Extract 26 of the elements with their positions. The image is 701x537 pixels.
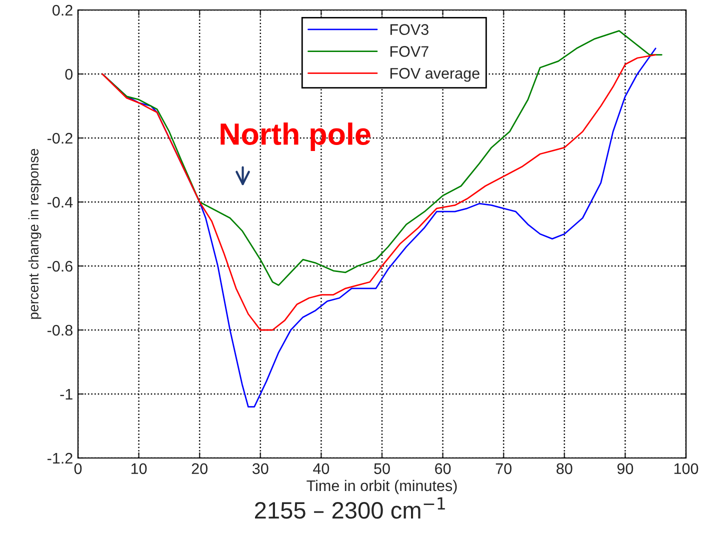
x-tick-label: 10 xyxy=(131,463,147,474)
legend-label: FOV average xyxy=(390,68,480,82)
y-tick-label: -0.4 xyxy=(47,196,73,208)
x-tick-label: 60 xyxy=(435,463,451,474)
legend-label: FOV7 xyxy=(390,46,428,57)
x-tick-label: 20 xyxy=(192,463,208,474)
x-tick-label: 0 xyxy=(74,463,82,474)
x-tick-label: 90 xyxy=(617,463,634,474)
x-tick-label: 50 xyxy=(374,463,390,474)
y-axis-title: percent change in response xyxy=(28,148,42,319)
legend-label: FOV3 xyxy=(390,24,428,35)
x-tick-label: 80 xyxy=(556,463,572,474)
x-tick-label: 70 xyxy=(496,463,512,474)
y-tick-label: -0.8 xyxy=(47,324,72,336)
x-axis-title: Time in orbit (minutes) xyxy=(306,480,457,494)
x-tick-label: 40 xyxy=(313,463,330,474)
y-tick-label: -1.2 xyxy=(47,452,72,464)
y-tick-label: 0.2 xyxy=(52,4,72,16)
y-tick-label: 0 xyxy=(65,68,73,80)
x-tick-label: 100 xyxy=(674,463,698,474)
y-tick-label: -1 xyxy=(60,389,72,400)
y-tick-label: -0.2 xyxy=(47,132,72,144)
annotation: North pole xyxy=(220,122,370,152)
y-tick-label: -0.6 xyxy=(47,260,72,272)
text: 2155 – 2300 cm$^{−1}$ xyxy=(255,497,445,519)
x-tick-label: 30 xyxy=(252,463,268,474)
